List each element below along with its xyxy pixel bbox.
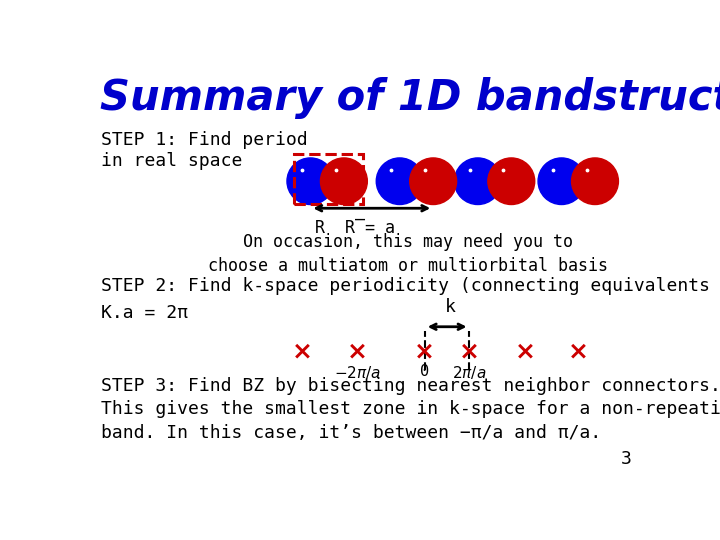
Text: On occasion, this may need you to
choose a multiatom or multiorbital basis: On occasion, this may need you to choose… (208, 233, 608, 275)
Text: ×: × (292, 340, 312, 364)
Text: 0: 0 (420, 364, 429, 379)
Ellipse shape (572, 158, 618, 205)
Text: STEP 3: Find BZ by bisecting nearest neighbor connectors.
This gives the smalles: STEP 3: Find BZ by bisecting nearest nei… (101, 377, 720, 442)
Ellipse shape (377, 158, 423, 205)
Text: ×: × (414, 340, 436, 364)
Ellipse shape (538, 158, 585, 205)
Text: $-2\pi/a$: $-2\pi/a$ (334, 364, 382, 381)
Ellipse shape (410, 158, 456, 205)
Text: R  R̅= a: R R̅= a (315, 219, 395, 237)
Ellipse shape (287, 158, 334, 205)
Ellipse shape (320, 158, 367, 205)
Text: 3: 3 (621, 450, 631, 468)
Ellipse shape (488, 158, 535, 205)
Ellipse shape (454, 158, 501, 205)
Text: ×: × (459, 340, 480, 364)
Text: k: k (444, 299, 455, 316)
Text: ×: × (568, 340, 589, 364)
Text: K.a = 2π: K.a = 2π (101, 304, 188, 322)
Text: $2\pi/a$: $2\pi/a$ (452, 364, 487, 381)
Text: ×: × (347, 340, 369, 364)
Text: STEP 1: Find period
in real space: STEP 1: Find period in real space (101, 131, 307, 170)
Text: Summary of 1D bandstructure: Summary of 1D bandstructure (100, 77, 720, 119)
Text: STEP 2: Find k-space periodicity (connecting equivalents points in k-space): STEP 2: Find k-space periodicity (connec… (101, 277, 720, 295)
Text: ×: × (515, 340, 536, 364)
